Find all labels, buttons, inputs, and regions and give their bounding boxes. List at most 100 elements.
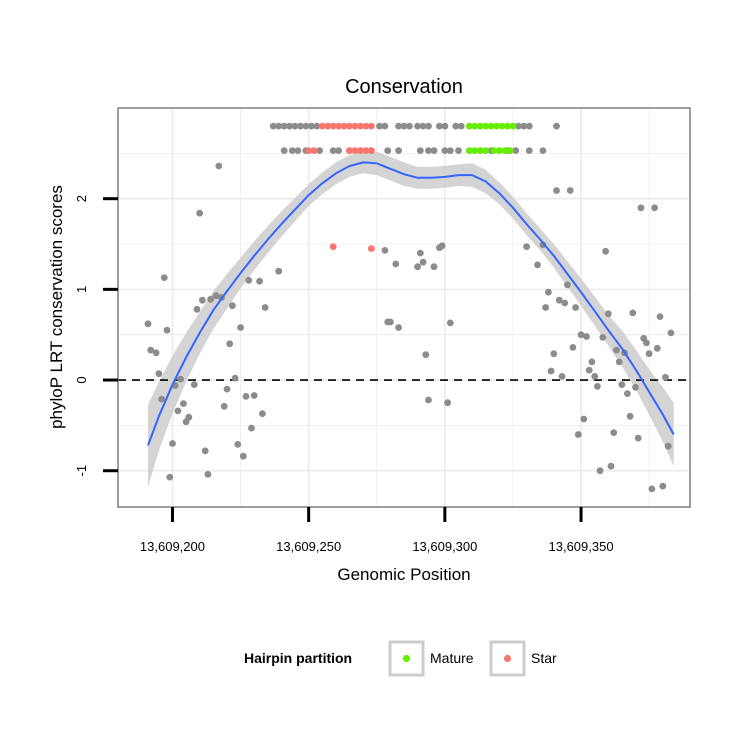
other-point (229, 302, 236, 310)
other-point (512, 147, 520, 155)
other-point (425, 396, 432, 404)
star-point (335, 122, 342, 130)
other-point (629, 309, 637, 317)
star-point (357, 122, 364, 130)
confidence-ribbon-group (148, 151, 674, 488)
other-point (588, 358, 596, 366)
other-point (291, 122, 299, 130)
x-tick-label: 13,609,350 (549, 539, 614, 554)
other-point (144, 320, 152, 328)
other-point (436, 122, 443, 130)
legend-key-mature (388, 640, 425, 677)
star-point (367, 147, 375, 155)
other-point (392, 260, 400, 268)
other-point (259, 410, 266, 417)
other-point (525, 122, 533, 130)
mature-point (506, 147, 514, 155)
x-tick-label: 13,609,250 (276, 539, 341, 554)
other-point (256, 277, 263, 285)
other-point (613, 346, 620, 354)
other-point (335, 147, 342, 155)
other-point (659, 482, 667, 490)
other-point (400, 122, 408, 130)
mature-point (466, 147, 473, 155)
other-point (212, 292, 220, 300)
other-point (569, 344, 577, 351)
other-point (430, 263, 438, 271)
other-point (455, 147, 462, 155)
other-point (643, 339, 650, 347)
other-point (275, 122, 283, 130)
mature-point (476, 147, 484, 155)
other-point (286, 122, 293, 130)
other-point (193, 305, 201, 313)
other-point (419, 122, 427, 130)
other-point (239, 452, 247, 460)
other-point (651, 204, 658, 212)
other-point (610, 429, 618, 436)
other-point (414, 263, 421, 271)
other-point (308, 122, 315, 130)
other-point (539, 147, 547, 155)
other-point (204, 471, 212, 478)
other-point (280, 122, 288, 130)
x-tick-label: 13,609,300 (412, 539, 477, 554)
other-point (446, 147, 454, 155)
mature-point (476, 122, 484, 130)
other-point (664, 442, 672, 450)
other-point (245, 276, 253, 284)
other-point (645, 350, 653, 358)
other-point (395, 122, 402, 130)
star-point (362, 147, 370, 155)
other-point (174, 407, 182, 415)
other-point (520, 122, 528, 130)
star-point (324, 122, 332, 130)
other-point (180, 400, 187, 407)
panel-border (117, 107, 691, 508)
other-point (577, 331, 585, 339)
other-point (237, 324, 245, 331)
other-point (313, 122, 321, 130)
other-point (280, 147, 288, 155)
star-point (329, 243, 337, 251)
other-point (583, 333, 590, 340)
confidence-ribbon (148, 151, 674, 488)
other-point (329, 147, 337, 155)
y-axis-title: phyloP LRT conservation scores (47, 185, 66, 429)
star-point (357, 147, 364, 155)
other-point (395, 147, 402, 155)
other-point (147, 346, 155, 354)
x-axis: 13,609,200 13,609,250 13,609,300 13,609,350 (140, 507, 614, 554)
other-point (667, 329, 675, 337)
other-point (591, 373, 599, 380)
other-point (618, 381, 626, 388)
y-axis: -1 0 1 2 (74, 195, 118, 477)
star-point (351, 147, 359, 155)
other-point (376, 122, 383, 130)
other-point (574, 431, 582, 438)
mature-point (501, 147, 509, 155)
other-point (294, 147, 302, 155)
other-point (185, 413, 193, 421)
other-point (441, 122, 449, 130)
other-point (416, 147, 424, 155)
other-point (615, 358, 623, 366)
other-point (381, 122, 389, 130)
other-point (201, 447, 209, 455)
other-point (607, 462, 615, 470)
other-point (248, 424, 255, 432)
mature-point (495, 147, 503, 155)
star-point (305, 147, 313, 155)
other-point (387, 318, 394, 326)
mature-point (493, 122, 500, 130)
other-point (558, 373, 566, 380)
other-point (297, 122, 304, 130)
other-point (414, 122, 421, 130)
mature-point (471, 147, 479, 155)
other-point (269, 122, 277, 130)
other-point (656, 313, 664, 320)
mature-point (490, 147, 498, 155)
mature-point (466, 122, 473, 130)
other-point (395, 324, 402, 331)
